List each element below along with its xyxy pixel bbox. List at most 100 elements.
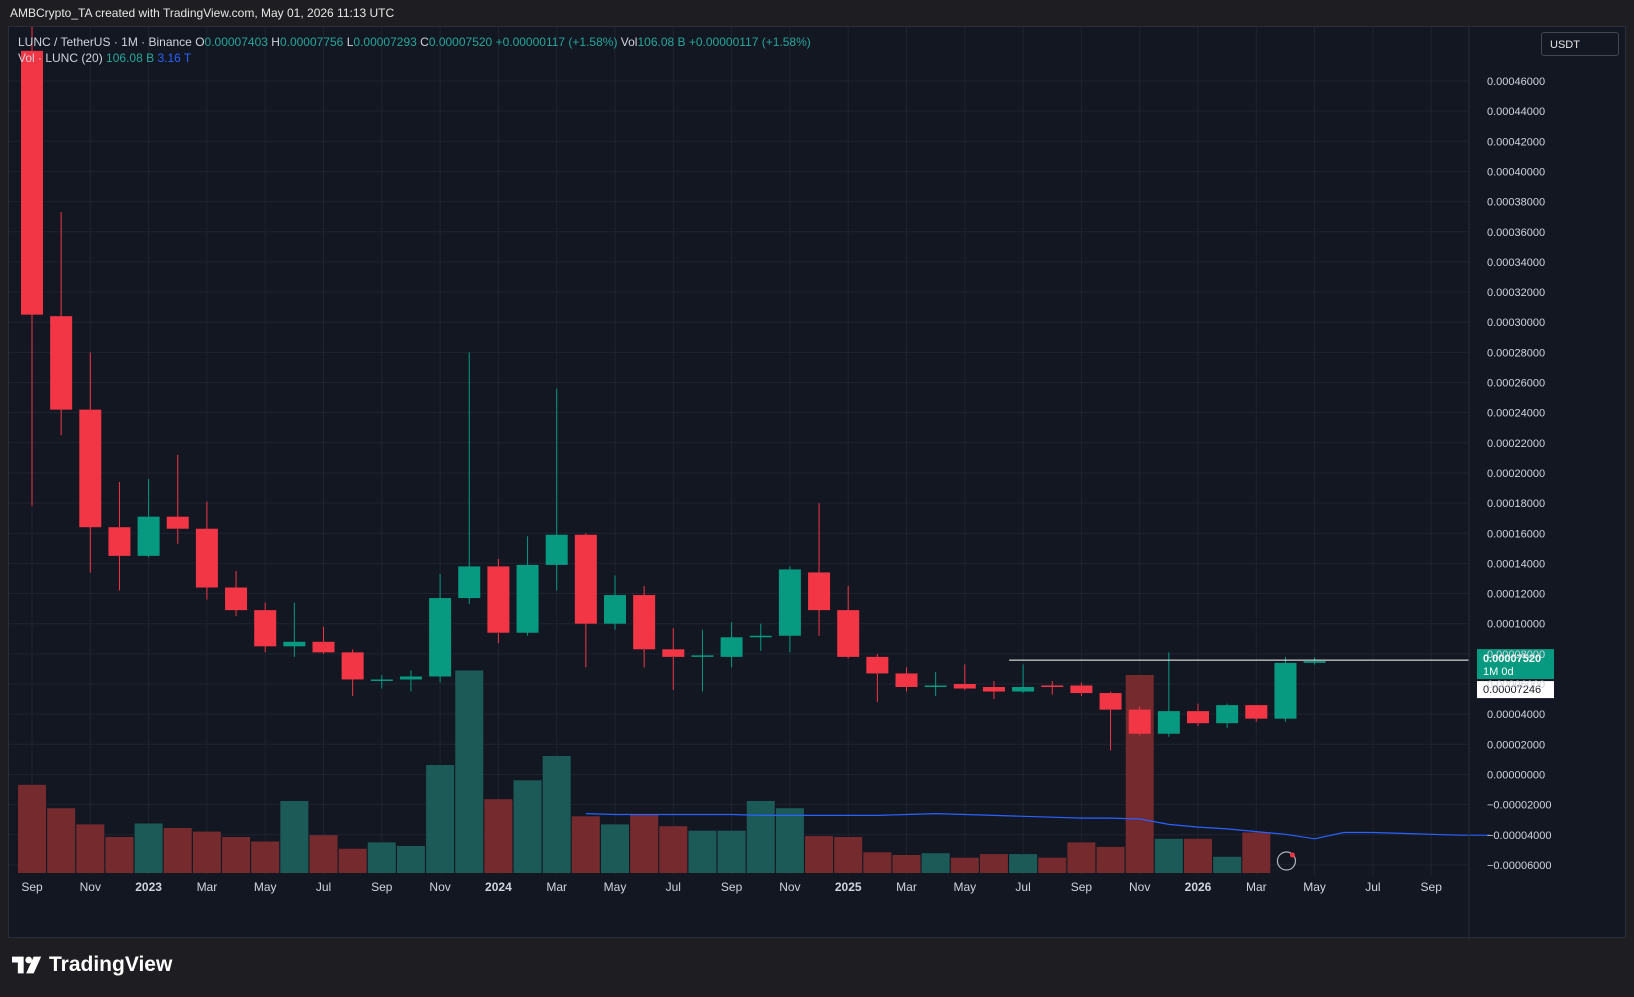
chart-frame[interactable]: 0.00007520 1M 0d 0.00007246 0.00046000 0.00… [8, 26, 1627, 939]
price-tick-label: −0.00002000 [1487, 800, 1552, 812]
candle-body [545, 534, 568, 565]
candle-body [633, 595, 656, 650]
notification-dot-icon [1289, 852, 1295, 858]
volume-bar [1242, 832, 1271, 873]
volume-bar [979, 854, 1008, 873]
volume-bar [1038, 857, 1067, 873]
candle-body [21, 50, 43, 315]
time-tick-label: Mar [197, 880, 218, 894]
candle-body [487, 566, 510, 633]
candle-body [79, 409, 102, 528]
price-tick-label: 0.00026000 [1487, 378, 1545, 390]
candles [21, 27, 1326, 751]
candle-body [399, 676, 422, 680]
time-tick-label: Sep [1421, 880, 1443, 894]
grid-lines [9, 27, 1469, 875]
candle-body [662, 649, 685, 657]
time-tick-label: Mar [546, 880, 567, 894]
price-tick-label: 0.00046000 [1487, 76, 1545, 88]
candle-body [370, 679, 393, 681]
volume-bar [921, 853, 950, 873]
last-price-label-bg [1477, 649, 1554, 680]
time-tick-label: Jul [1365, 880, 1380, 894]
volume-bar [455, 670, 484, 873]
candle-body [1128, 709, 1151, 734]
currency-selector-button[interactable]: USDT [1541, 32, 1619, 56]
candle-body [778, 569, 801, 636]
candle-body [225, 587, 248, 611]
time-tick-label: Sep [21, 880, 43, 894]
time-tick-label: Nov [779, 880, 800, 894]
candle-body [808, 572, 831, 611]
time-tick-label: Jul [1015, 880, 1030, 894]
time-axis: Sep Nov 2023 Mar May Jul Sep Nov 2024 Mar May Jul Se… [21, 851, 1443, 894]
candle-body [458, 566, 481, 599]
volume-bar [834, 837, 863, 873]
low-label: L [346, 35, 354, 49]
time-tick-label: Nov [1129, 880, 1150, 894]
time-tick-label: Mar [896, 880, 917, 894]
candle-body [137, 516, 160, 556]
tradingview-brand: TradingView [12, 953, 172, 977]
volume-indicator-label[interactable]: Vol · LUNC (20) [18, 51, 103, 65]
time-tick-label: May [953, 880, 976, 894]
volume-bar [513, 780, 542, 873]
volume-bar [601, 824, 629, 873]
price-tick-label: 0.00044000 [1487, 106, 1545, 118]
candle-body [1274, 662, 1297, 719]
volume-bar [426, 765, 455, 873]
price-tick-label: 0.00036000 [1487, 227, 1545, 239]
candle-body [254, 610, 277, 647]
candle-body [50, 316, 73, 410]
time-tick-label: May [254, 880, 277, 894]
candle-body [341, 652, 364, 680]
volume-bar [134, 823, 163, 873]
candle-body [166, 516, 189, 529]
volume-bar [892, 855, 921, 873]
volume-bar [222, 837, 251, 873]
price-tick-label: 0.00042000 [1487, 136, 1545, 148]
candle-body [924, 685, 947, 688]
candle-body [895, 673, 918, 688]
close-value: 0.00007520 [428, 35, 493, 49]
price-tick-label: 0.00040000 [1487, 166, 1545, 178]
volume-ma [585, 812, 1490, 840]
volume-bar [775, 808, 804, 873]
candle-body [429, 598, 452, 677]
volume-bar [338, 848, 367, 873]
volume-bar [47, 808, 76, 873]
time-tick-label: Jul [316, 880, 331, 894]
volume-bar [192, 831, 221, 873]
volume-bar [717, 830, 746, 873]
candle-body [574, 534, 597, 624]
volume-bar [309, 835, 338, 873]
candle-body [837, 610, 860, 657]
price-tick-label: 0.00012000 [1487, 589, 1545, 601]
time-tick-label: 2023 [135, 880, 162, 894]
symbol-label[interactable]: LUNC / TetherUS · 1M · Binance [18, 35, 192, 49]
time-tick-label: Sep [721, 880, 743, 894]
time-tick-label: May [604, 880, 627, 894]
chart-legend: LUNC / TetherUS · 1M · Binance O0.000074… [18, 34, 811, 66]
time-tick-label: 2025 [835, 880, 862, 894]
candle-body [108, 527, 131, 556]
price-tick-label: 0.00032000 [1487, 287, 1545, 299]
open-value: 0.00007403 [204, 35, 268, 49]
price-tick-label: 0.00010000 [1487, 619, 1545, 631]
volume-bar [659, 826, 688, 873]
volume-ma-value: 3.16 T [157, 51, 192, 65]
price-tick-label: 0.00000000 [1487, 769, 1545, 781]
chart-author-header: AMBCrypto_TA created with TradingView.co… [10, 6, 395, 20]
volume-bar [1213, 856, 1242, 873]
time-tick-label: Jul [666, 880, 681, 894]
candle-body [604, 595, 626, 624]
prev-close-label: 0.00007246 [1483, 684, 1541, 696]
candle-body [1303, 661, 1326, 663]
volume-bar [1154, 838, 1183, 873]
volume-value: 106.08 B [637, 35, 686, 49]
volume-bar [571, 816, 600, 873]
prev-close-label-bg [1477, 681, 1554, 699]
ohlc-legend-row: LUNC / TetherUS · 1M · Binance O0.000074… [18, 34, 811, 50]
